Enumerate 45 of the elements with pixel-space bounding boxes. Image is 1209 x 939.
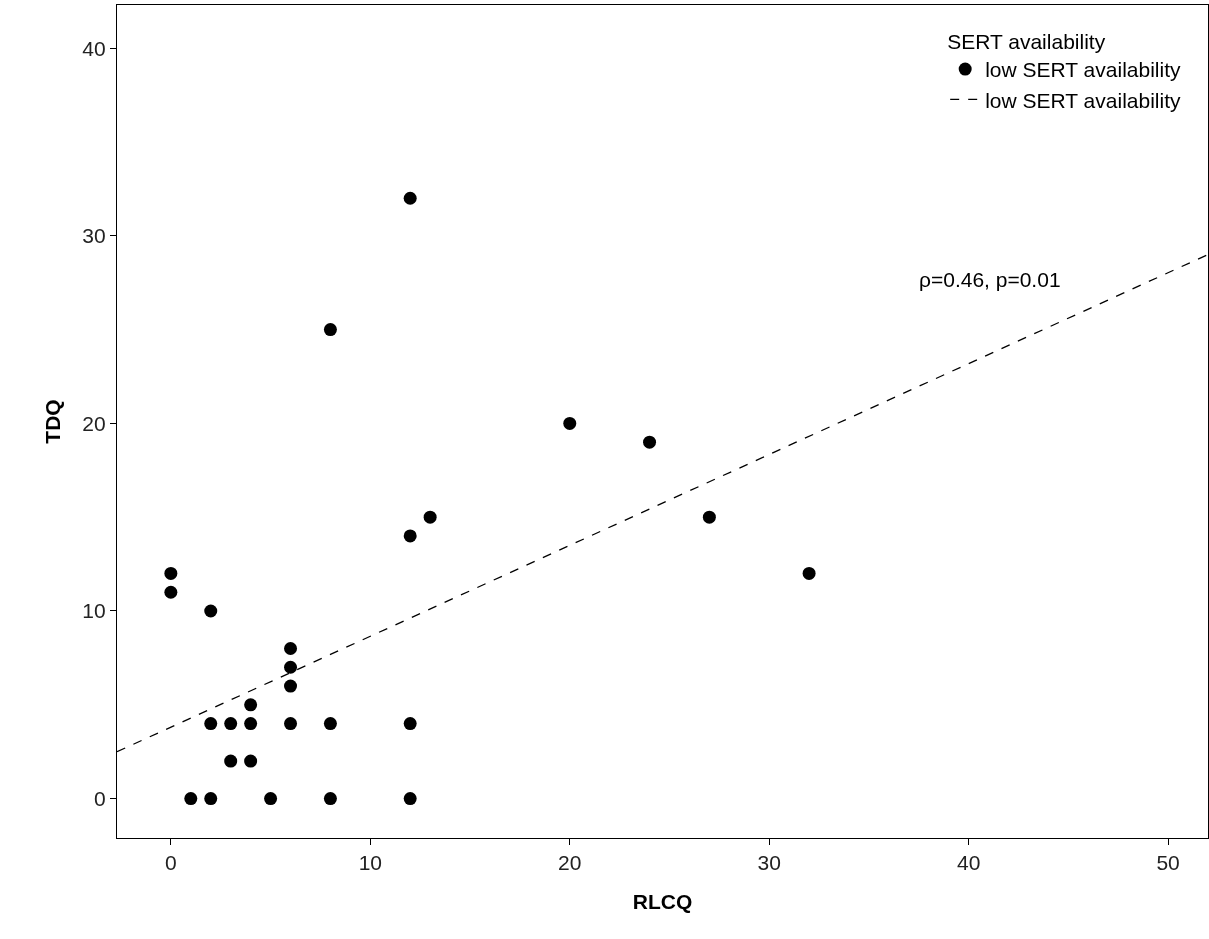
point <box>702 510 716 524</box>
point <box>403 191 417 205</box>
point <box>224 717 238 731</box>
legend-label: low SERT availability <box>985 58 1181 82</box>
y-tick-label: 40 <box>82 36 106 60</box>
x-axis-title: RLCQ <box>632 889 693 913</box>
point <box>204 717 218 731</box>
y-tick-label: 30 <box>82 224 106 248</box>
point <box>403 717 417 731</box>
x-tick-label: 20 <box>558 851 582 875</box>
x-tick-label: 0 <box>165 851 177 875</box>
point <box>323 792 337 806</box>
point <box>403 792 417 806</box>
point <box>204 604 218 618</box>
point <box>323 323 337 337</box>
point <box>264 792 278 806</box>
point <box>184 792 198 806</box>
x-tick-label: 30 <box>757 851 781 875</box>
legend-title: SERT availability <box>947 29 1106 53</box>
legend-label: low SERT availability <box>985 88 1181 112</box>
point <box>323 717 337 731</box>
y-tick-label: 10 <box>82 599 106 623</box>
point <box>284 660 298 674</box>
point <box>643 435 657 449</box>
point <box>802 566 816 580</box>
point <box>244 717 258 731</box>
point <box>164 585 178 599</box>
point <box>244 698 258 712</box>
point <box>284 679 298 693</box>
y-tick-label: 0 <box>93 786 106 810</box>
y-tick-label: 20 <box>82 411 106 435</box>
point <box>403 529 417 543</box>
point <box>204 792 218 806</box>
point <box>423 510 437 524</box>
annotation: ρ=0.46, p=0.01 <box>919 268 1061 291</box>
x-tick-label: 50 <box>1156 851 1180 875</box>
x-tick-label: 10 <box>358 851 382 875</box>
x-tick-label: 40 <box>956 851 981 875</box>
point <box>164 566 178 580</box>
point <box>563 416 577 430</box>
point <box>244 754 258 768</box>
point <box>284 717 298 731</box>
point <box>284 642 298 655</box>
y-axis-title: TDQ <box>41 399 65 444</box>
point <box>224 754 238 768</box>
